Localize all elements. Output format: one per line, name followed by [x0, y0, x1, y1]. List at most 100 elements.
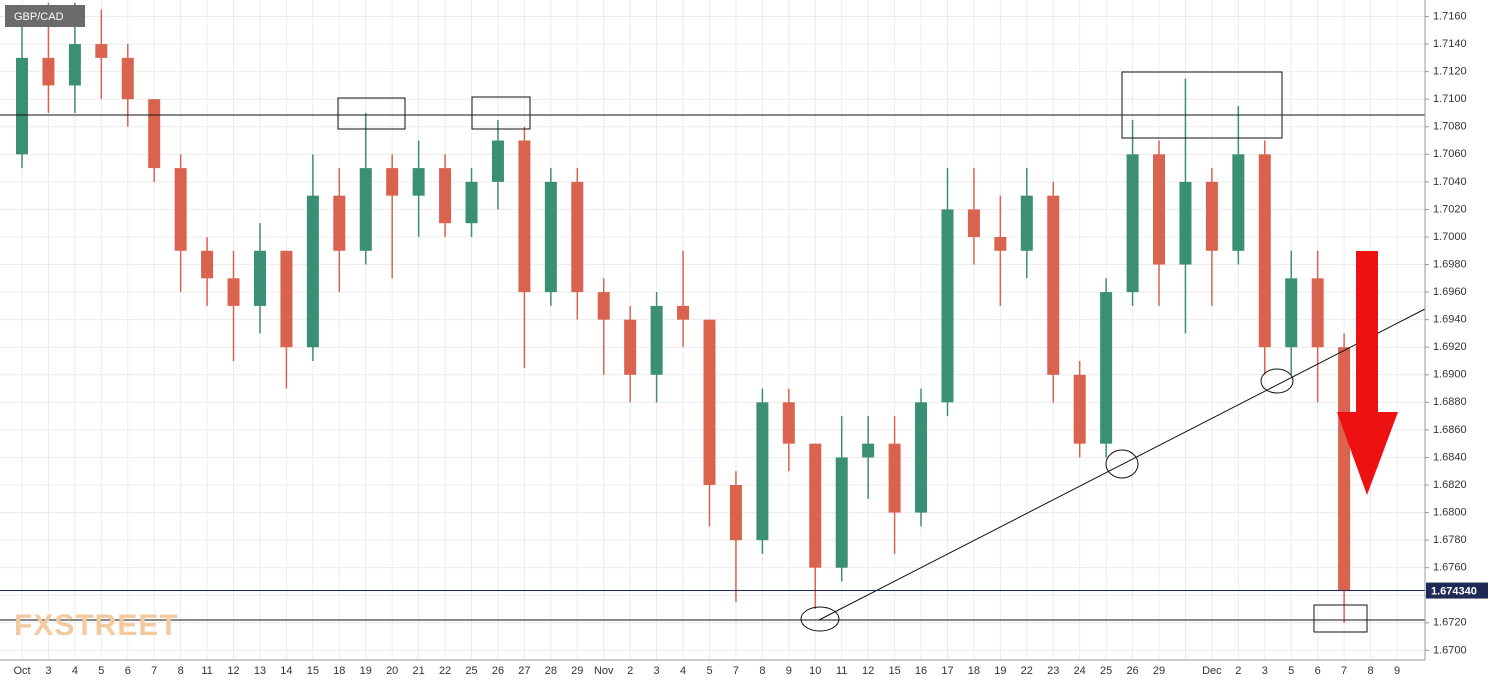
candle-body	[915, 402, 928, 513]
x-tick-label: 28	[545, 665, 557, 677]
x-tick-label: 21	[413, 665, 425, 677]
candle-body	[782, 402, 795, 444]
y-tick-label: 1.6960	[1433, 286, 1467, 298]
y-tick-label: 1.6900	[1433, 369, 1467, 381]
x-tick-label: 4	[680, 665, 686, 677]
y-tick-label: 1.6800	[1433, 506, 1467, 518]
candle-body	[280, 250, 293, 348]
candle-body	[1285, 278, 1298, 348]
x-tick-label: 10	[809, 665, 821, 677]
x-tick-label: 5	[706, 665, 712, 677]
chart-title: GBP/CAD	[14, 11, 64, 23]
candle-body	[227, 278, 240, 306]
x-tick-label: 4	[72, 665, 78, 677]
x-tick-label: 19	[994, 665, 1006, 677]
candle-body	[42, 57, 55, 86]
x-tick-label: 16	[915, 665, 927, 677]
candle-body	[412, 168, 425, 196]
x-tick-label: 12	[227, 665, 239, 677]
candle-body	[703, 319, 716, 486]
x-tick-label: 9	[786, 665, 792, 677]
last-price-tag	[1426, 582, 1488, 599]
x-tick-label: 15	[888, 665, 900, 677]
candle-body	[729, 485, 742, 541]
x-tick-label: 8	[759, 665, 765, 677]
candle-body	[1020, 195, 1033, 251]
y-tick-label: 1.6840	[1433, 451, 1467, 463]
x-tick-label: 23	[1047, 665, 1059, 677]
highlight-circle	[800, 606, 840, 632]
y-tick-label: 1.6920	[1433, 341, 1467, 353]
x-tick-label: 8	[178, 665, 184, 677]
x-tick-label: 7	[151, 665, 157, 677]
x-tick-label: 3	[654, 665, 660, 677]
x-tick-label: 27	[518, 665, 530, 677]
candle-body	[1232, 154, 1245, 251]
candle-body	[571, 181, 584, 293]
candle-body	[967, 209, 980, 237]
candle-body	[835, 457, 848, 568]
candle-body	[121, 57, 134, 100]
candle-body	[862, 443, 875, 458]
y-tick-label: 1.7160	[1433, 10, 1467, 22]
x-tick-label: 29	[571, 665, 583, 677]
candle-body	[68, 44, 81, 86]
x-tick-label: 2	[1235, 665, 1241, 677]
y-tick-label: 1.7060	[1433, 148, 1467, 160]
y-tick-label: 1.7080	[1433, 121, 1467, 133]
y-tick-label: 1.6720	[1433, 617, 1467, 629]
highlight-box	[1313, 604, 1368, 633]
x-tick-label: 14	[280, 665, 292, 677]
x-tick-label: 24	[1074, 665, 1086, 677]
x-tick-label: 20	[386, 665, 398, 677]
x-tick-label: 25	[465, 665, 477, 677]
candle-body	[1311, 278, 1324, 348]
y-tick-label: 1.7000	[1433, 231, 1467, 243]
candle-body	[386, 168, 399, 196]
x-tick-label: 5	[98, 665, 104, 677]
x-tick-label: 17	[941, 665, 953, 677]
x-tick-label: 11	[836, 665, 847, 677]
candle-body	[809, 443, 822, 568]
candle-body	[16, 57, 28, 155]
candle-body	[201, 250, 214, 279]
candle-body	[465, 181, 478, 224]
x-tick-label: 26	[492, 665, 504, 677]
y-tick-label: 1.6980	[1433, 258, 1467, 270]
y-tick-label: 1.6880	[1433, 396, 1467, 408]
candle-body	[1047, 195, 1060, 375]
highlight-circle	[1260, 368, 1294, 394]
x-tick-label: 22	[1021, 665, 1033, 677]
candle-body	[1258, 154, 1271, 348]
y-tick-label: 1.7100	[1433, 93, 1467, 105]
x-tick-label: 6	[1315, 665, 1321, 677]
candle-body	[518, 140, 531, 293]
watermark: FXSTREET	[14, 609, 179, 642]
candle-body	[253, 250, 266, 306]
x-tick-label: 12	[862, 665, 874, 677]
candle-body	[756, 402, 769, 541]
candle-body	[439, 168, 452, 224]
x-tick-label: 29	[1153, 665, 1165, 677]
x-tick-label: 5	[1288, 665, 1294, 677]
x-tick-label: Nov	[594, 665, 614, 677]
y-tick-label: 1.6700	[1433, 644, 1467, 656]
x-tick-label: 3	[1262, 665, 1268, 677]
x-tick-label: Oct	[13, 665, 30, 677]
x-tick-label: 3	[45, 665, 51, 677]
candle-body	[491, 140, 504, 182]
x-tick-label: 18	[333, 665, 345, 677]
candle-body	[333, 195, 346, 251]
x-tick-label: 19	[360, 665, 372, 677]
y-tick-label: 1.7020	[1433, 203, 1467, 215]
x-tick-label: 25	[1100, 665, 1112, 677]
y-tick-label: 1.7120	[1433, 66, 1467, 78]
x-tick-label: 13	[254, 665, 266, 677]
x-tick-label: 15	[307, 665, 319, 677]
last-price-label: 1.674340	[1431, 585, 1477, 597]
x-tick-label: 18	[968, 665, 980, 677]
y-tick-label: 1.7040	[1433, 176, 1467, 188]
candle-body	[1153, 154, 1166, 265]
